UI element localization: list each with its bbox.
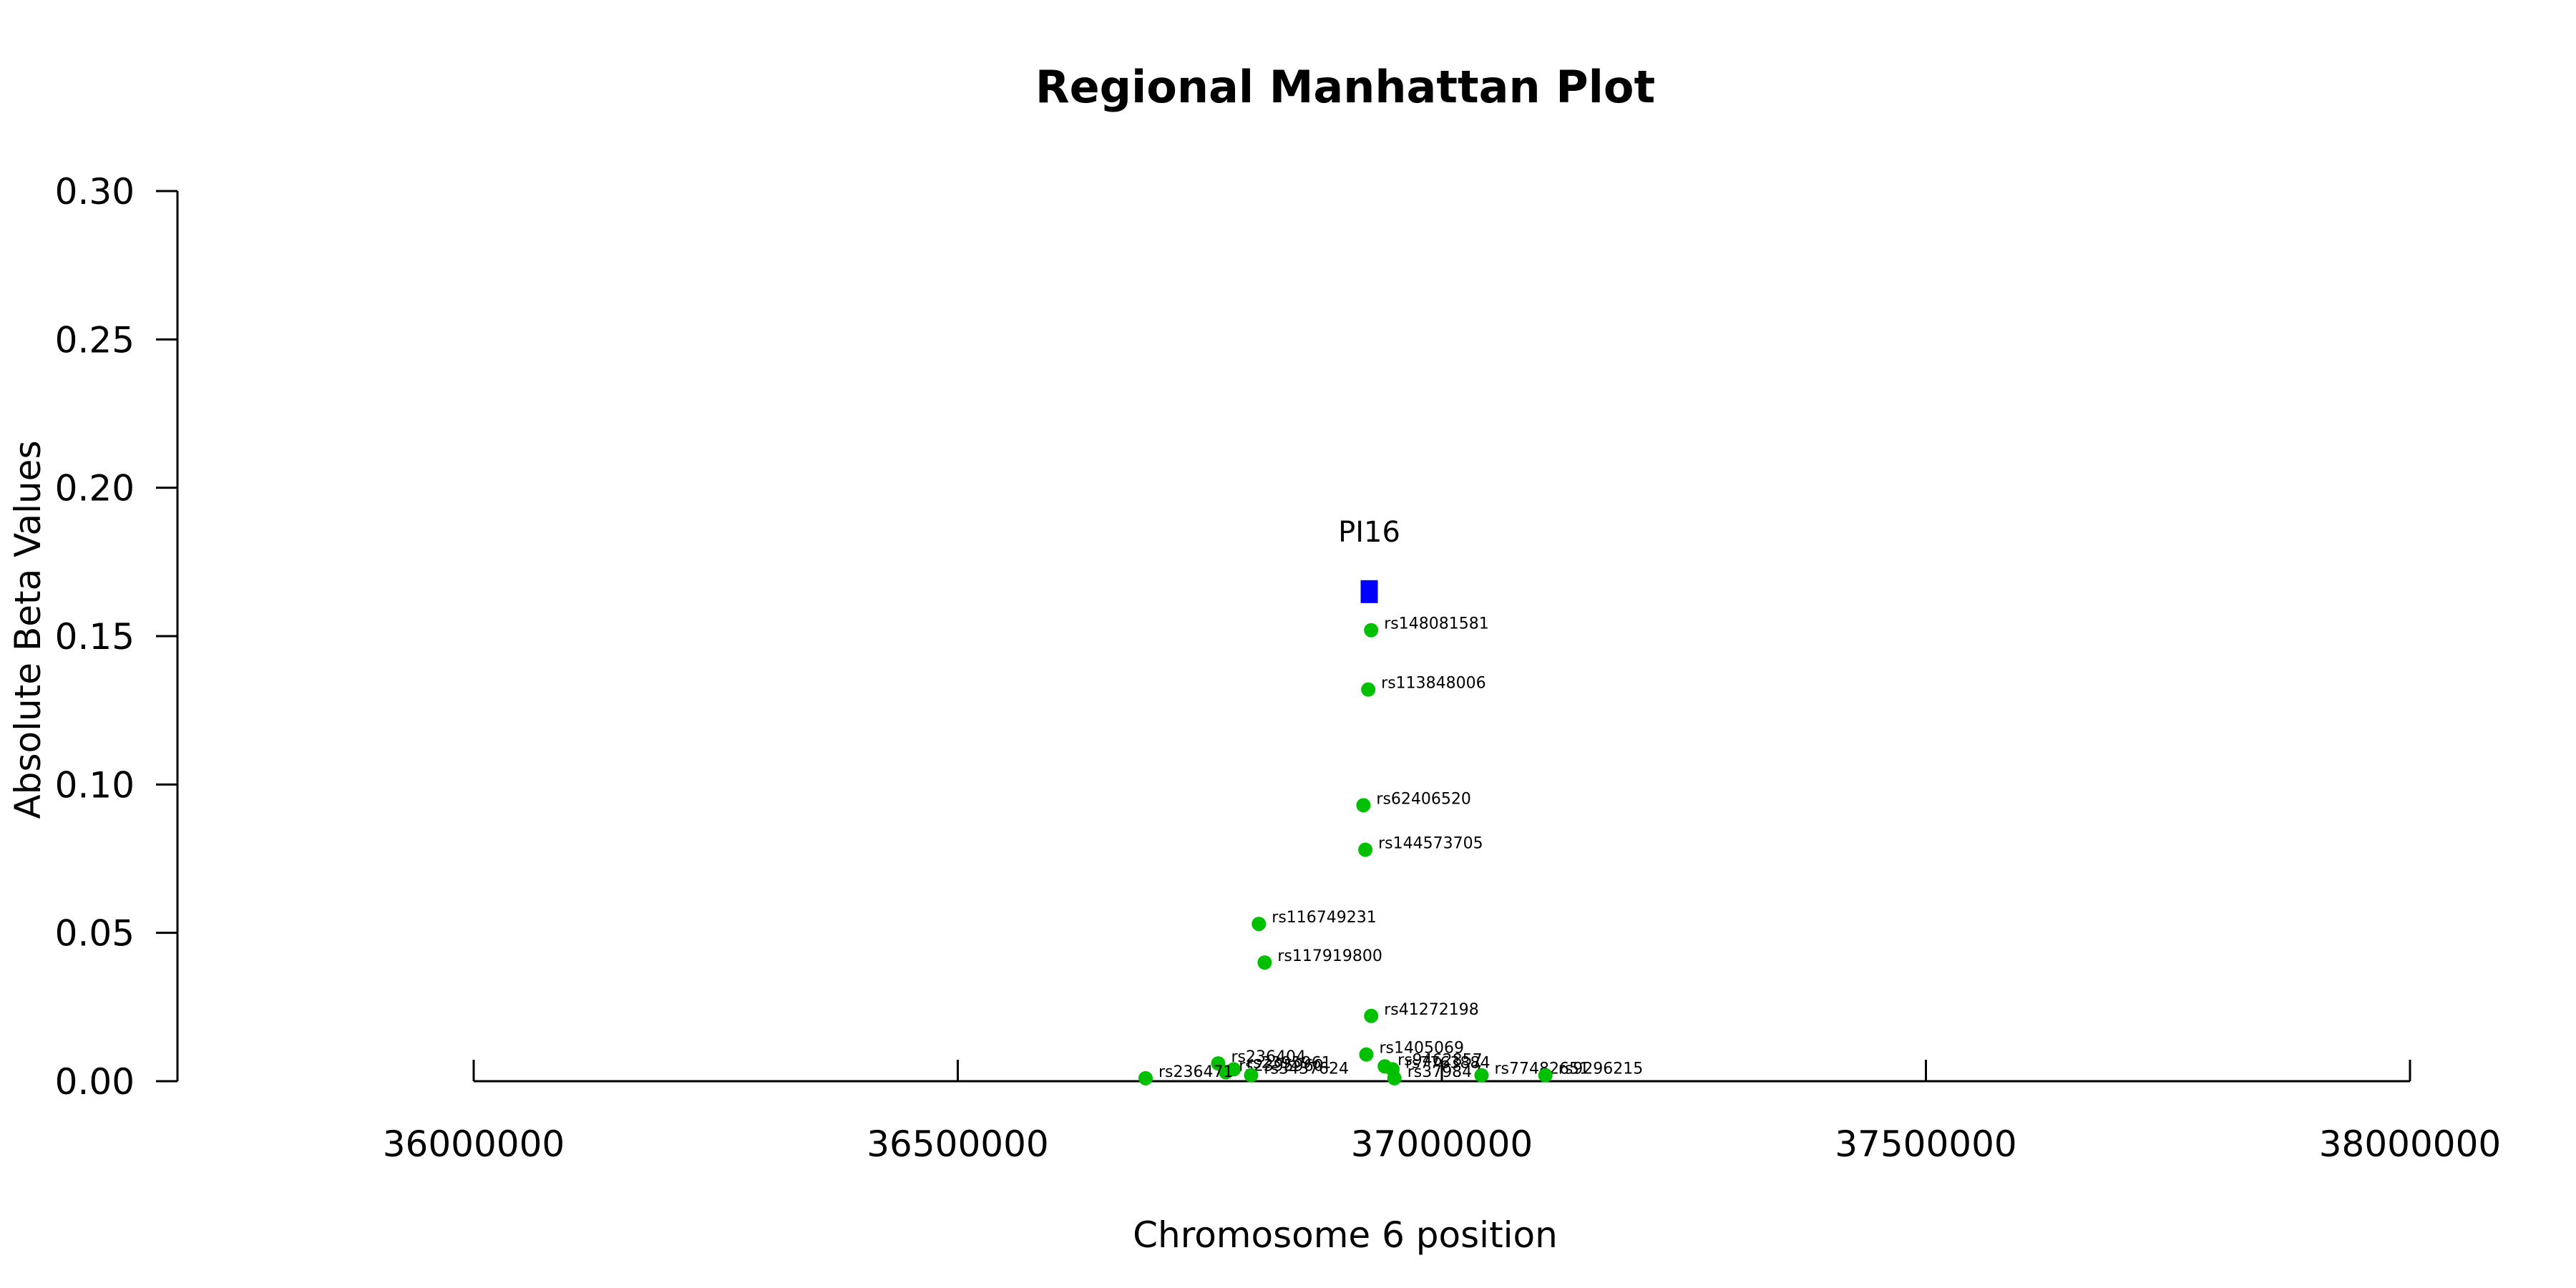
snp-point — [1359, 1047, 1374, 1062]
gene-label: PI16 — [1338, 516, 1400, 549]
gene-layer: PI16 — [1338, 516, 1400, 603]
snp-point — [1364, 1008, 1379, 1023]
snp-label: rs41272198 — [1384, 1001, 1478, 1019]
y-tick-label: 0.10 — [55, 764, 135, 806]
snp-label: rs236471 — [1158, 1063, 1234, 1081]
snp-point — [1257, 955, 1272, 970]
snp-label: rs9462857 — [1397, 1051, 1482, 1069]
gene-marker — [1360, 580, 1378, 603]
snp-point — [1219, 1065, 1234, 1080]
snp-label: rs148081581 — [1384, 615, 1488, 633]
snp-point — [1138, 1070, 1153, 1085]
snp-point — [1364, 623, 1379, 638]
snp-label: rs144573705 — [1378, 835, 1483, 853]
snp-label: rs236404 — [1231, 1048, 1306, 1066]
y-tick-label: 0.30 — [55, 171, 135, 213]
snp-label: rs2395961 — [1246, 1054, 1332, 1072]
snp-label: rs7763884 — [1405, 1054, 1491, 1072]
x-tick-label: 38000000 — [2319, 1123, 2502, 1165]
snp-point — [1356, 798, 1371, 813]
y-tick-label: 0.05 — [55, 913, 135, 955]
snp-point — [1538, 1068, 1553, 1083]
snp-label: rs62406520 — [1376, 790, 1470, 808]
snp-label: rs1405069 — [1379, 1040, 1464, 1058]
snp-point — [1244, 1068, 1259, 1083]
y-tick-label: 0.25 — [55, 319, 135, 361]
snp-label: rs113848006 — [1381, 675, 1485, 693]
snp-point — [1252, 917, 1267, 932]
x-ticks: 36000000 36500000 37000000 37500000 38000000 — [383, 1060, 2502, 1165]
snp-label: rs9296215 — [1558, 1060, 1644, 1078]
snp-points: rs148081581 rs113848006 rs62406520 rs144573… — [1138, 615, 1643, 1085]
x-tick-label: 36500000 — [867, 1123, 1049, 1165]
x-tick-label: 36000000 — [383, 1123, 565, 1165]
snp-label: rs117919800 — [1277, 947, 1382, 965]
chart-title: Regional Manhattan Plot — [1035, 61, 1655, 113]
y-tick-label: 0.20 — [55, 468, 135, 509]
snp-point — [1361, 682, 1376, 697]
x-axis-label: Chromosome 6 position — [1133, 1214, 1558, 1256]
x-tick-label: 37500000 — [1835, 1123, 2017, 1165]
y-ticks: 0.00 0.05 0.10 0.15 0.20 0.25 0.30 — [55, 171, 177, 1103]
snp-label: rs3437624 — [1264, 1060, 1349, 1078]
snp-label: rs379847 — [1407, 1063, 1483, 1081]
snp-point — [1474, 1068, 1489, 1083]
snp-point — [1387, 1070, 1402, 1085]
snp-label: rs116749231 — [1272, 909, 1376, 927]
snp-point — [1358, 842, 1373, 857]
y-tick-label: 0.00 — [55, 1061, 135, 1103]
x-tick-label: 37000000 — [1351, 1123, 1533, 1165]
y-tick-label: 0.15 — [55, 616, 135, 658]
y-axis-label: Absolute Beta Values — [7, 441, 49, 819]
